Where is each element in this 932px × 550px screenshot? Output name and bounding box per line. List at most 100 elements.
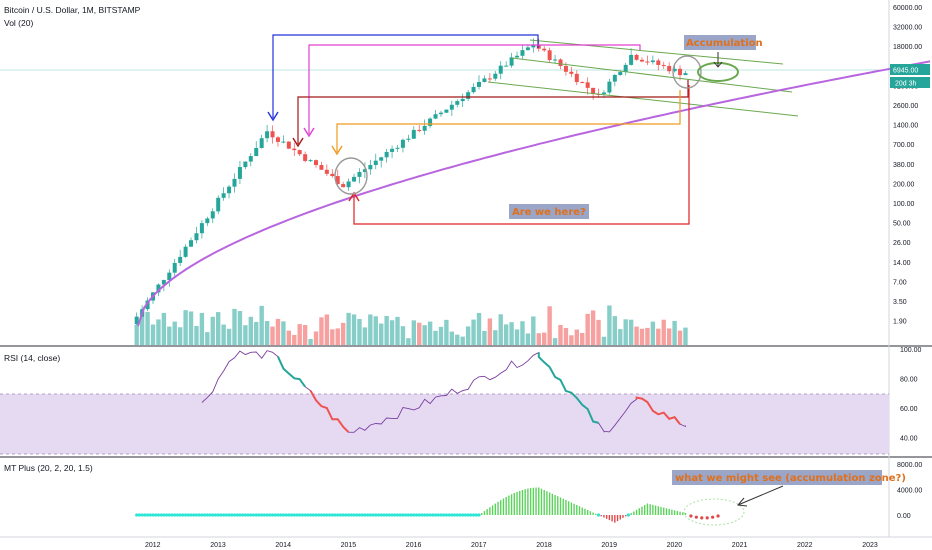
volume-bar [433,330,438,345]
mt-dot [238,513,242,517]
candle-body [569,71,574,74]
mt-dot [289,513,294,517]
volume-bar [666,328,672,345]
mt-dot [167,513,171,517]
mt-dot [270,513,275,517]
blue-bracket [267,34,539,122]
volume-bar [243,325,248,345]
mt-projected-dot [694,515,698,519]
candle-body [591,87,596,94]
mt-dot [140,513,144,517]
volume-bar [156,319,161,345]
mt-dot [330,513,334,517]
countdown-tag [890,77,930,88]
mt-dot [300,513,305,517]
mt-dot [325,513,329,517]
volume-bar [449,331,455,345]
candle-body [368,164,373,170]
volume-bar [520,321,525,345]
mt-dot [444,513,448,517]
volume-bar [145,311,150,345]
volume-bar [656,328,661,345]
mt-dot [162,513,166,517]
rsi-tick-label: 40.00 [900,436,918,443]
candle-body [172,262,177,273]
volume-bar [650,321,656,345]
are-we-here-label: Are we here? [512,207,586,218]
mt-dot [211,513,215,517]
mt-dot [317,513,321,517]
mt-dot [474,513,478,517]
candle-body [629,54,634,65]
candle-body [558,59,563,66]
price-tick-label: 18000.00 [893,44,922,51]
candle-body [308,160,313,162]
price-tick-label: 200.00 [893,181,915,188]
mt-dot [246,513,250,517]
mt-dot [406,513,410,517]
rsi-segment [309,390,350,433]
candle-body [156,284,161,293]
mt-dot [360,513,364,517]
mt-dot [333,513,337,517]
volume-bar [558,325,563,345]
mt-dot [395,513,400,517]
are-we-here-box [509,204,589,219]
volume-bar [503,324,509,345]
volume-bar [542,332,547,345]
volume-bar [188,311,194,345]
mt-dot [276,513,280,517]
candle-body [433,114,438,119]
mt-dot [137,513,142,517]
price-tick-label: 3.50 [893,299,907,306]
volume-bar [612,316,618,345]
mt-dot [298,513,302,517]
mt-dot [287,513,291,517]
volume-bar [210,316,215,345]
volume-bar [313,331,319,345]
mt-dot [425,513,429,517]
volume-bar [482,330,487,345]
magenta-bracket [303,44,641,138]
mt-tick-label: 4000.00 [897,488,922,495]
volume-bar [221,324,226,345]
mt-dot [159,513,163,517]
candle-body [547,50,552,61]
candle-body [525,47,530,51]
volume-bar [677,330,683,345]
mt-dot [374,513,378,517]
candle-body [357,172,362,177]
volume-bar [493,330,498,345]
red-bracket [348,85,690,225]
candle-body [417,129,422,131]
candle-body [634,54,639,60]
volume-bar [569,335,574,345]
mt-zone-ellipse [683,498,745,526]
mt-annotation-label: what we might see (accumulation zone?) [675,473,906,484]
mt-dot [192,513,196,517]
mt-dot [178,513,182,517]
volume-bar [281,321,286,345]
price-tick-label: 700.00 [893,142,915,149]
mt-dot [463,513,468,517]
candle-body [167,272,172,281]
volume-bar [389,320,395,345]
mt-projected-dot [716,514,720,518]
orange-bracket [331,90,681,156]
candle-body [265,131,270,139]
volume-bar [330,329,335,345]
candle-body [515,55,520,58]
mt-dot [194,513,199,517]
mt-dot [314,513,318,517]
volume-bar [417,322,422,345]
volume-bar [340,322,346,345]
mt-dot [414,513,419,517]
volume-bar [487,318,493,345]
time-tick-label: 2020 [667,542,683,549]
volume-bar [536,333,541,345]
mt-dot [232,513,237,517]
volume-bar [248,316,253,345]
time-axis: 2012 2013 2014 2015 2016 2017 2018 2019 2020 2021… [145,542,878,549]
mt-dot [257,513,261,517]
mt-dot [385,513,389,517]
